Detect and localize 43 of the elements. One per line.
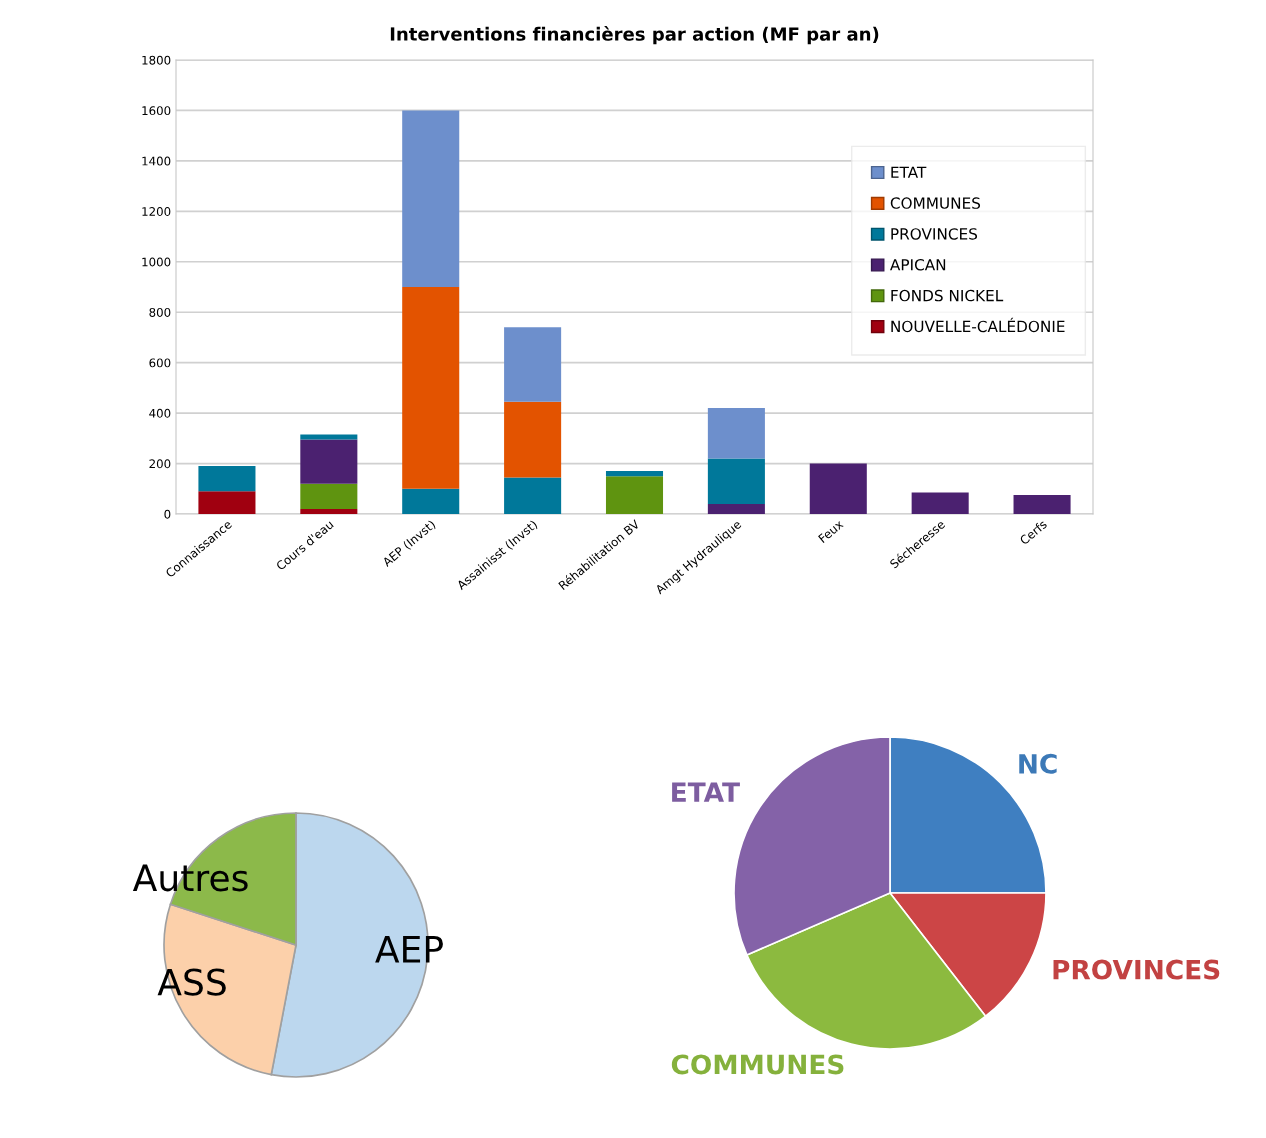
bar (707, 408, 765, 459)
bar (707, 503, 765, 514)
slice-label: AEP (375, 936, 443, 963)
bar (300, 434, 358, 440)
bar (198, 466, 256, 492)
bar (300, 439, 358, 484)
y-tick-label: 800 (149, 307, 171, 317)
legend-label: COMMUNES (890, 197, 981, 209)
bar (300, 483, 358, 509)
bar (402, 287, 460, 489)
slice-label: ETAT (672, 782, 740, 802)
legend-label: ETAT (891, 166, 927, 178)
y-tick-label: 1800 (142, 55, 171, 65)
bar (504, 401, 562, 478)
y-tick-label: 600 (149, 358, 171, 368)
bar (504, 477, 562, 514)
y-tick-label: 1600 (142, 106, 171, 116)
y-tick-label: 1200 (142, 207, 171, 216)
legend-label: FONDS NICKEL (891, 289, 1004, 302)
y-tick-label: 1000 (142, 257, 171, 267)
y-tick-label: 200 (149, 459, 171, 469)
y-tick-label: 1400 (142, 156, 171, 166)
legend-label: PROVINCES (891, 228, 978, 240)
legend-label: NOUVELLE-CALÉDONIE (891, 317, 1065, 333)
bar (504, 327, 562, 402)
y-tick-label: 0 (164, 509, 171, 519)
bar (1013, 495, 1071, 514)
bar (911, 492, 969, 514)
slice-label: ASS (157, 968, 226, 996)
bar (605, 476, 664, 514)
bar (402, 110, 460, 287)
y-tick-label: 400 (149, 408, 171, 418)
slice-label: PROVINCES (1053, 959, 1220, 980)
slice-label: COMMUNES (671, 1054, 844, 1075)
bar (198, 491, 256, 514)
legend-label: APICAN (890, 258, 946, 271)
bar (707, 458, 765, 504)
bar (402, 488, 460, 514)
bar (605, 471, 664, 477)
bar (300, 508, 358, 514)
bar (809, 463, 867, 514)
chart-title: Interventions financières par action (MF par an) (390, 26, 879, 45)
slice-label: NC (1019, 753, 1057, 774)
